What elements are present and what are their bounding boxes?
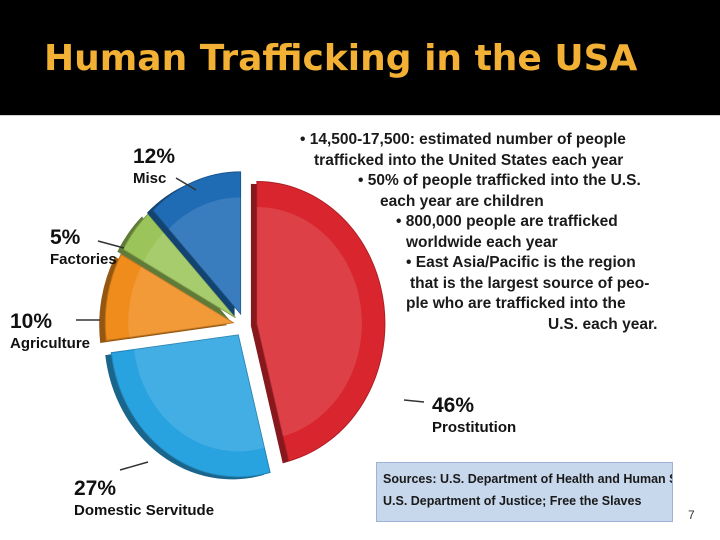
bullet-line: each year are children <box>380 192 544 210</box>
label-leader-line <box>97 240 125 249</box>
slice-percent-label: 27% <box>74 477 116 500</box>
slide-number: 7 <box>688 508 695 522</box>
sources-line: U.S. Department of Justice; Free the Sla… <box>383 494 642 508</box>
pie-slice-highlight <box>134 334 265 452</box>
bullet-line: worldwide each year <box>406 233 558 251</box>
pie-slice-factories <box>122 213 236 319</box>
label-leader-line <box>175 177 197 191</box>
bullet-item: • 14,500-17,500: estimated number of peo… <box>300 130 710 171</box>
pie-slice-highlight <box>168 197 241 314</box>
slide-title: Human Trafficking in the USA <box>44 38 638 79</box>
label-leader-line <box>119 461 149 471</box>
slice-category-label: Prostitution <box>432 419 516 436</box>
pie-slice-highlight <box>256 207 362 437</box>
bullet-line: • 50% of people trafficked into the U.S. <box>358 172 641 189</box>
bullet-item: • 800,000 people are trafficked worldwid… <box>300 212 710 253</box>
slice-percent-label: 10% <box>10 310 52 333</box>
bullet-line: • East Asia/Pacific is the region <box>406 254 636 271</box>
slice-category-label: Factories <box>50 251 117 268</box>
pie-slice-prostitution <box>256 180 386 462</box>
slice-percent-label: 5% <box>50 226 81 249</box>
slice-category-label: Misc <box>133 170 166 187</box>
slice-percent-label: 46% <box>432 394 474 417</box>
sources-box: Sources: U.S. Department of Health and H… <box>376 462 673 522</box>
pie-labels: 46% Prostitution 27% Domestic Servitude 10% A… <box>10 145 516 519</box>
label-leader-line <box>403 399 425 403</box>
pie-chart: 46% Prostitution 27% Domestic Servitude 10% A… <box>10 145 516 519</box>
bullet-list: • 14,500-17,500: estimated number of peo… <box>300 130 710 335</box>
bullet-item: • East Asia/Pacific is the region that i… <box>300 253 710 335</box>
bullet-item: • 50% of people trafficked into the U.S.… <box>300 171 710 212</box>
pie-slice-agriculture <box>104 253 235 342</box>
bullet-line: that is the largest source of peo- <box>410 274 650 292</box>
title-bar: Human Trafficking in the USA <box>0 0 720 115</box>
bullet-line: • 800,000 people are trafficked <box>396 213 618 230</box>
slice-percent-label: 12% <box>133 145 175 168</box>
bullet-line: trafficked into the United States each y… <box>314 151 624 169</box>
pie-slice-misc <box>152 171 242 316</box>
bullet-line: U.S. each year. <box>548 315 658 333</box>
slice-category-label: Agriculture <box>10 335 90 352</box>
sources-line: Sources: U.S. Department of Health and H… <box>383 472 672 486</box>
pie-slice-domestic-servitude <box>110 334 271 478</box>
bullet-line: ple who are trafficked into the <box>406 295 626 312</box>
title-divider <box>0 115 720 116</box>
pie-slice-highlight <box>128 266 234 338</box>
slice-category-label: Domestic Servitude <box>74 502 214 519</box>
pie-slice-highlight <box>143 232 236 318</box>
bullet-line: • 14,500-17,500: estimated number of peo… <box>300 131 626 148</box>
pie-slices <box>99 171 386 480</box>
